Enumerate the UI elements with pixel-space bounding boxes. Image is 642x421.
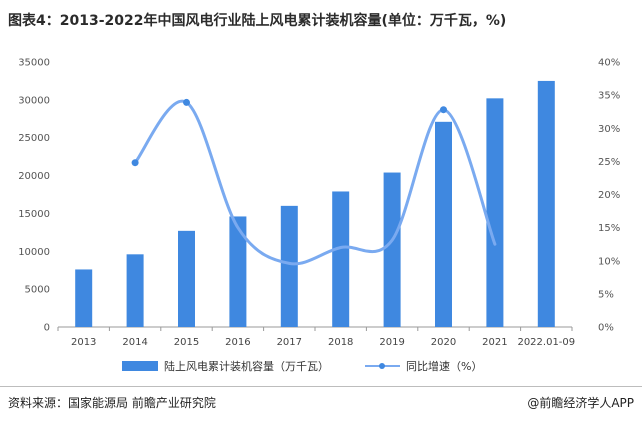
y-left-tick-label: 15000 [18, 209, 50, 220]
y-left-tick-label: 0 [44, 323, 50, 334]
bar [383, 172, 401, 327]
y-left-tick-label: 20000 [18, 171, 50, 182]
y-left-tick-label: 10000 [18, 247, 50, 258]
bar [280, 205, 298, 327]
y-right-axis: 0% 5% 10% 15% 20% 25% 30% 35% 40% [598, 58, 620, 334]
y-left-axis: 0 5000 10000 15000 20000 25000 30000 35000 [18, 58, 50, 334]
x-axis: 2013 2014 2015 2016 2017 2018 2019 2020 2021 2022… [57, 327, 575, 348]
bar [486, 98, 504, 327]
bar [537, 80, 555, 327]
y-right-tick-label: 0% [598, 323, 614, 334]
y-left-tick-label: 25000 [18, 133, 50, 144]
legend-line-marker [379, 363, 385, 369]
x-tick-label: 2019 [379, 337, 404, 348]
bar [435, 121, 452, 327]
chart-title: 图表4：2013-2022年中国风电行业陆上风电累计装机容量(单位：万千瓦，%) [8, 13, 507, 29]
y-right-tick-label: 10% [598, 256, 620, 267]
footer-divider [0, 386, 642, 387]
x-tick-label: 2022.01-09 [517, 337, 575, 348]
x-tick-label: 2018 [328, 337, 353, 348]
y-right-tick-label: 20% [598, 190, 620, 201]
x-tick-label: 2015 [174, 337, 199, 348]
y-right-tick-label: 35% [598, 91, 620, 102]
y-left-tick-label: 5000 [25, 285, 50, 296]
x-tick-label: 2014 [122, 337, 147, 348]
x-tick-label: 2021 [482, 337, 507, 348]
x-tick-label: 2020 [431, 337, 456, 348]
y-right-tick-label: 25% [598, 157, 620, 168]
y-right-tick-label: 15% [598, 223, 620, 234]
line-point [183, 98, 190, 106]
x-tick-label: 2013 [71, 337, 96, 348]
line-points [131, 98, 447, 167]
source-note: 资料来源：国家能源局 前瞻产业研究院 [8, 396, 216, 410]
bar-series [75, 80, 555, 327]
legend-line-label: 同比增速（%） [406, 359, 482, 373]
chart: 0 5000 10000 15000 20000 25000 30000 35000 0% 5%… [18, 58, 620, 374]
bar [178, 230, 195, 327]
bar [229, 216, 247, 327]
line-point [131, 159, 139, 167]
line-point [440, 106, 447, 114]
x-tick-label: 2017 [277, 337, 302, 348]
x-tick-label: 2016 [225, 337, 250, 348]
legend-bar-swatch [122, 361, 158, 371]
y-left-tick-label: 35000 [18, 58, 50, 69]
legend-bar-label: 陆上风电累计装机容量（万千瓦） [164, 359, 329, 373]
credit-note: @前瞻经济学人APP [527, 396, 634, 410]
y-left-tick-label: 30000 [18, 95, 50, 106]
bar [126, 254, 144, 327]
bar [75, 269, 93, 327]
legend: 陆上风电累计装机容量（万千瓦） 同比增速（%） [122, 359, 482, 373]
y-right-tick-label: 5% [598, 289, 614, 300]
y-right-tick-label: 40% [598, 58, 620, 69]
y-right-tick-label: 30% [598, 124, 620, 135]
bar [332, 191, 350, 327]
